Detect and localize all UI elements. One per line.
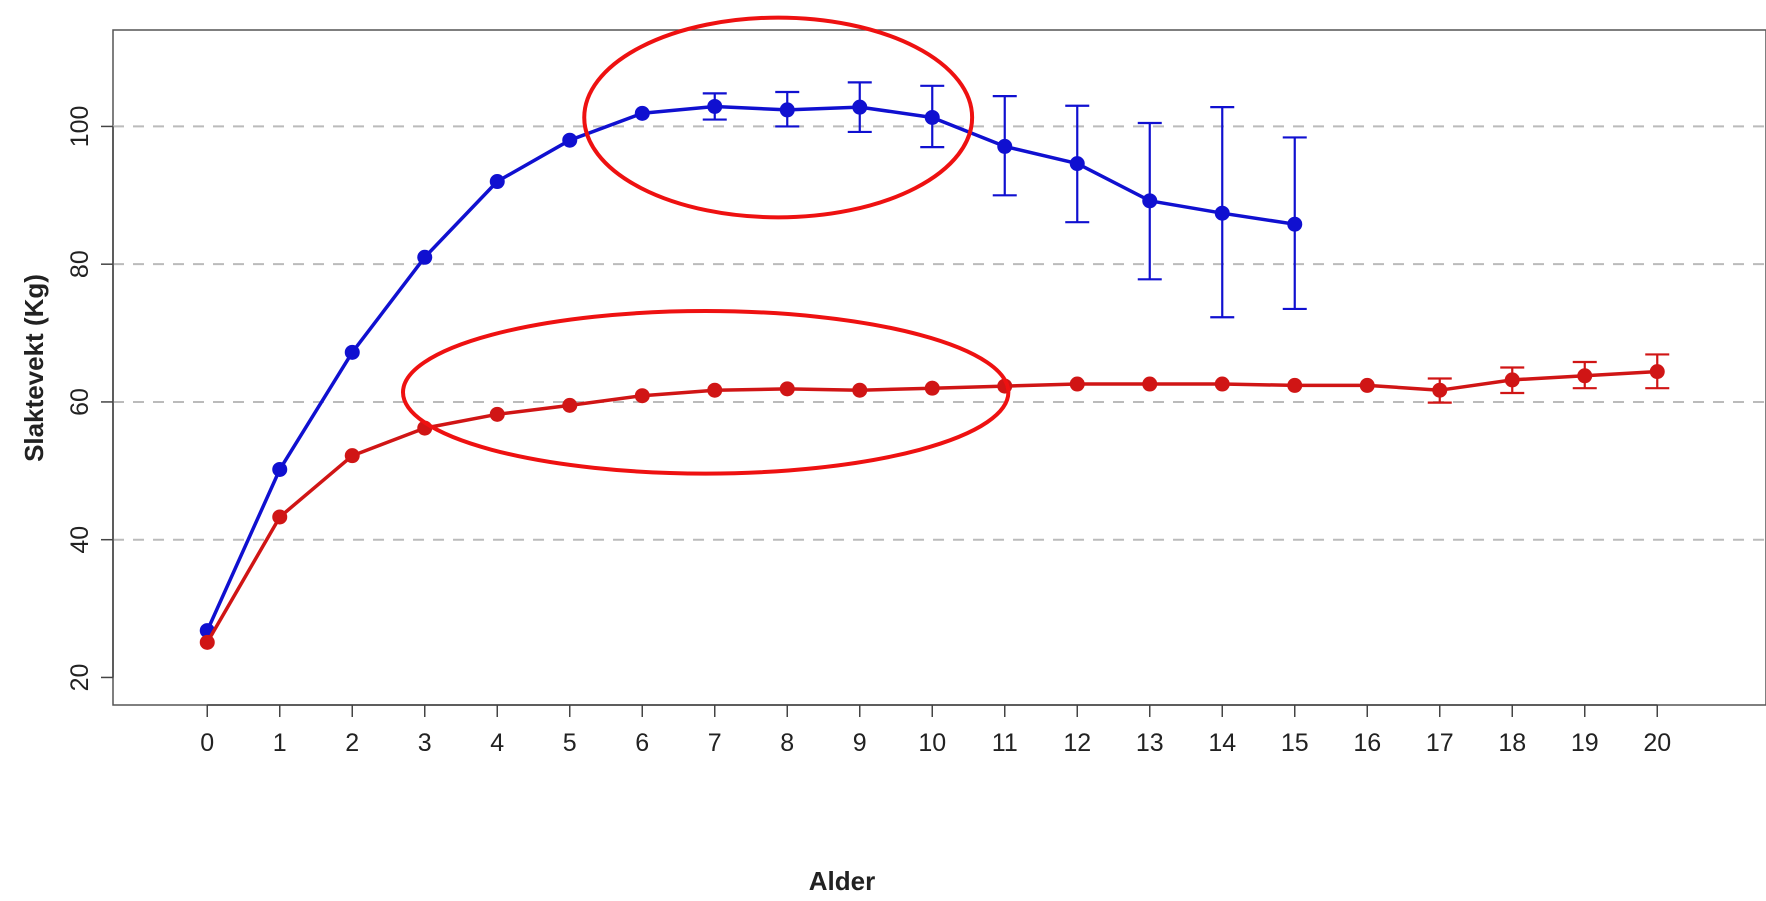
data-point (634, 388, 650, 404)
x-tick-label: 10 (918, 729, 946, 757)
x-tick-label: 15 (1281, 729, 1309, 757)
y-tick-label: 20 (66, 664, 94, 692)
x-tick-label: 1 (273, 729, 287, 757)
data-point (1142, 376, 1158, 392)
data-point (199, 634, 215, 650)
y-tick-label: 40 (66, 526, 94, 554)
data-point (562, 132, 578, 148)
x-tick-label: 13 (1136, 729, 1164, 757)
y-axis-title: Slaktevekt (Kg) (19, 274, 49, 462)
x-tick-label: 7 (708, 729, 722, 757)
x-tick-label: 3 (418, 729, 432, 757)
x-axis-title: Alder (809, 866, 875, 896)
series-line (205, 104, 1296, 632)
x-tick-label: 11 (992, 729, 1018, 757)
y-tick-label: 80 (66, 250, 94, 278)
y-axis: 20 40 60 80 100 (66, 106, 114, 692)
data-point (1432, 382, 1448, 398)
x-tick-label: 4 (490, 729, 504, 757)
series-line (205, 369, 1658, 644)
data-point (1214, 376, 1230, 392)
data-point (1649, 364, 1665, 380)
data-point (1142, 193, 1158, 209)
data-point (489, 406, 505, 422)
data-point (417, 249, 433, 265)
grid-lines (113, 125, 1766, 541)
series-group (199, 81, 1670, 650)
x-tick-label: 2 (345, 729, 359, 757)
x-tick-label: 5 (563, 729, 577, 757)
annotation-group (401, 15, 1011, 476)
x-axis: 0 1 2 3 4 5 6 7 8 9 10 11 12 13 14 15 16 17 18 19 20 (200, 704, 1671, 757)
data-point (1577, 368, 1593, 384)
data-point (852, 382, 868, 398)
x-tick-label: 16 (1353, 729, 1381, 757)
data-point (707, 382, 723, 398)
data-point (779, 102, 795, 118)
data-point (1504, 372, 1520, 388)
x-tick-label: 12 (1063, 729, 1091, 757)
x-tick-label: 17 (1426, 729, 1454, 757)
series-1 (199, 81, 1307, 639)
data-point (852, 99, 868, 115)
y-tick-label: 100 (66, 106, 94, 148)
x-tick-label: 9 (853, 729, 867, 757)
data-point (1214, 205, 1230, 221)
highlight-ellipse-1 (582, 15, 975, 220)
data-point (924, 109, 940, 125)
data-point (779, 381, 795, 397)
data-point (1359, 377, 1375, 393)
x-tick-label: 19 (1571, 729, 1599, 757)
data-point (1287, 377, 1303, 393)
x-tick-label: 8 (780, 729, 794, 757)
x-tick-label: 0 (200, 729, 214, 757)
x-tick-label: 18 (1498, 729, 1526, 757)
y-tick-label: 60 (66, 388, 94, 416)
data-point (562, 397, 578, 413)
x-tick-label: 14 (1208, 729, 1236, 757)
data-point (707, 98, 723, 114)
data-point (924, 380, 940, 396)
data-point (272, 461, 288, 477)
data-point (1069, 376, 1085, 392)
data-point (344, 344, 360, 360)
data-point (1069, 156, 1085, 172)
data-point (1287, 216, 1303, 232)
data-point (634, 105, 650, 121)
data-point (272, 509, 288, 525)
data-point (344, 448, 360, 464)
series-2 (199, 353, 1670, 650)
data-point (997, 138, 1013, 154)
data-point (489, 174, 505, 190)
x-tick-label: 6 (635, 729, 649, 757)
highlight-ellipse-2 (401, 309, 1011, 476)
x-tick-label: 20 (1643, 729, 1671, 757)
